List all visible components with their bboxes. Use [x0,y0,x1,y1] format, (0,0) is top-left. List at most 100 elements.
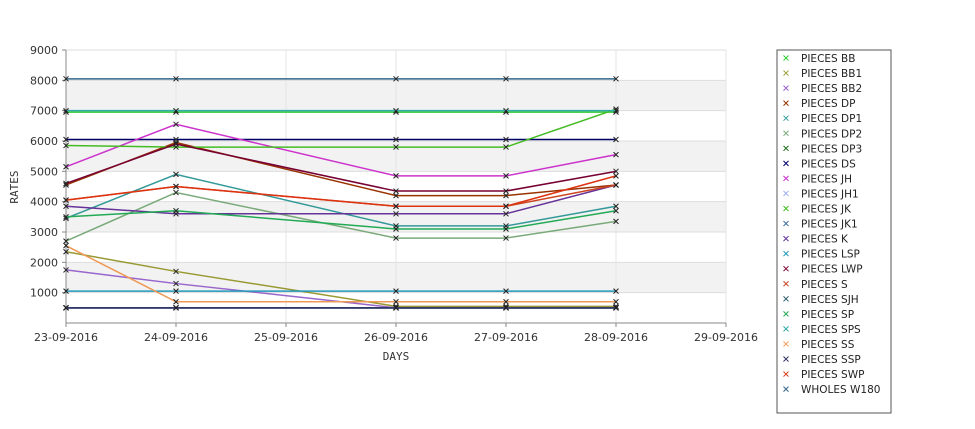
x-tick-label: 24-09-2016 [144,331,208,344]
data-point [63,163,69,170]
data-point [503,288,509,295]
data-point [63,142,69,149]
data-point [503,226,509,232]
series-wholes-w180 [63,75,619,82]
data-point [613,151,619,158]
y-tick-label: 4000 [30,196,58,209]
legend-marker [783,310,789,317]
legend-label: PIECES SPS [801,324,861,336]
data-point [503,298,509,305]
legend-marker [783,190,789,197]
data-point [63,197,69,204]
legend-label: PIECES K [801,234,849,246]
legend-item: PIECES DS [783,158,856,170]
legend-item: PIECES BB2 [783,83,862,95]
data-point [63,107,69,114]
legend-marker [783,100,789,107]
legend-item: PIECES DP [783,98,855,110]
legend-marker [783,356,789,362]
data-point [503,144,509,150]
legend-item: WHOLES W180 [783,384,880,396]
data-point [63,304,69,311]
y-tick-label: 7000 [30,105,58,118]
data-point [393,235,399,241]
data-point [393,288,399,295]
series-pieces-ssp [63,304,619,311]
legend-marker [783,265,789,272]
legend-item: PIECES SJH [783,294,859,306]
x-tick-label: 27-09-2016 [474,331,538,344]
series-pieces-ds [63,136,619,143]
data-point [613,207,619,214]
data-point [63,242,69,249]
series-pieces-swp [63,173,619,210]
data-point [393,173,399,179]
data-point [613,182,619,188]
legend-item: PIECES BB [783,53,855,65]
legend-label: PIECES JK1 [801,219,858,231]
data-point [503,107,509,114]
legend-marker [783,220,789,227]
legend-item: PIECES BB1 [783,68,862,80]
legend-item: PIECES LWP [783,264,863,276]
x-tick-label: 26-09-2016 [364,331,428,344]
data-point [393,188,399,194]
y-axis-title: RATES [8,170,21,203]
legend-marker [783,280,789,287]
data-point [393,298,399,305]
legend-item: PIECES JK1 [783,219,858,231]
data-point [613,203,619,210]
legend-label: PIECES SS [801,339,855,351]
data-point [63,248,69,255]
data-point [173,121,179,128]
data-point [393,192,399,199]
data-point [503,173,509,179]
series-pieces-jh [63,121,619,179]
legend-marker [783,175,789,182]
data-point [503,210,509,217]
y-tick-label: 8000 [30,74,58,87]
x-axis-ticks: 23-09-2016 24-09-2016 25-09-2016 26-09-2016… [34,323,758,344]
legend-item: PIECES SS [783,339,855,351]
legend-item: PIECES DP3 [783,143,862,155]
y-tick-label: 6000 [30,135,58,148]
data-point [613,304,619,311]
series-pieces-ss [63,242,619,305]
legend-label: PIECES JH1 [801,188,859,200]
legend-label: PIECES DP2 [801,128,862,140]
data-point [503,192,509,199]
x-tick-label: 28-09-2016 [584,331,648,344]
series-pieces-lwp [63,141,619,194]
legend-label: PIECES DP3 [801,143,862,155]
legend-marker [783,341,789,347]
data-point [173,288,179,295]
data-point [613,173,619,179]
legend-item: PIECES DP2 [783,128,862,140]
data-point [393,210,399,217]
legend-marker [783,115,789,122]
data-point [63,180,69,187]
legend-label: PIECES JH [801,173,852,185]
legend-marker [783,145,789,152]
data-point [173,268,179,275]
series-pieces-lsp [63,288,619,295]
legend-label: PIECES BB1 [801,68,862,80]
x-axis-title: DAYS [383,350,410,363]
series-pieces-sps [63,107,619,114]
data-point [613,107,619,114]
legend-marker [783,235,789,242]
data-point [173,107,179,114]
legend-label: PIECES SSP [801,354,861,366]
data-point [63,203,69,210]
y-tick-label: 9000 [30,44,58,57]
data-point [393,226,399,232]
x-tick-label: 25-09-2016 [254,331,318,344]
legend-item: PIECES S [783,279,848,291]
legend-marker [783,295,789,302]
legend-label: PIECES SP [801,309,854,321]
y-tick-label: 5000 [30,165,58,178]
data-point [173,280,179,287]
legend-item: PIECES SPS [783,324,861,336]
legend-marker [783,85,789,91]
